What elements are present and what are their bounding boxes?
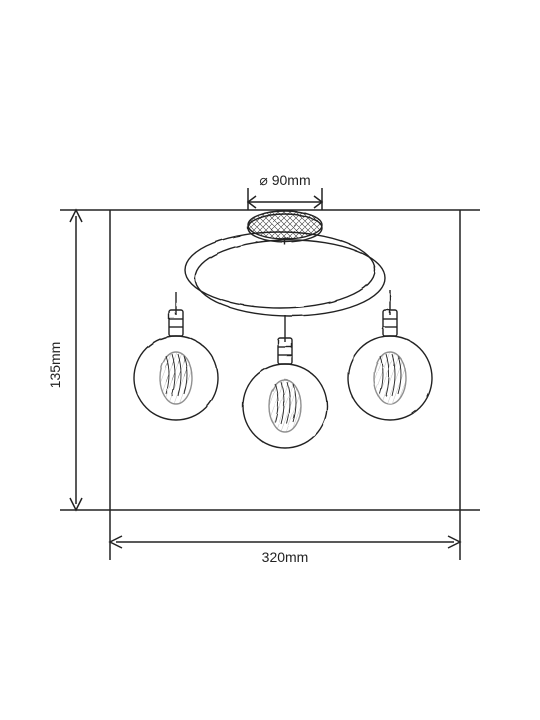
ceiling-fixture <box>134 211 432 448</box>
bulb-right <box>348 310 432 420</box>
canopy <box>248 211 322 242</box>
spiral-arm <box>185 232 385 316</box>
bulb-center <box>243 338 327 448</box>
technical-diagram: 135mm 320mm ⌀ 90mm <box>20 110 520 610</box>
width-label: 320mm <box>262 549 309 565</box>
width-dimension <box>110 536 460 548</box>
diagram-svg: 135mm 320mm ⌀ 90mm <box>20 110 520 610</box>
dimension-frame <box>60 210 480 560</box>
height-dimension <box>70 210 82 510</box>
bulb-left <box>134 310 218 420</box>
diameter-dimension <box>248 188 322 210</box>
height-label: 135mm <box>47 342 63 389</box>
diameter-label: ⌀ 90mm <box>259 172 310 188</box>
